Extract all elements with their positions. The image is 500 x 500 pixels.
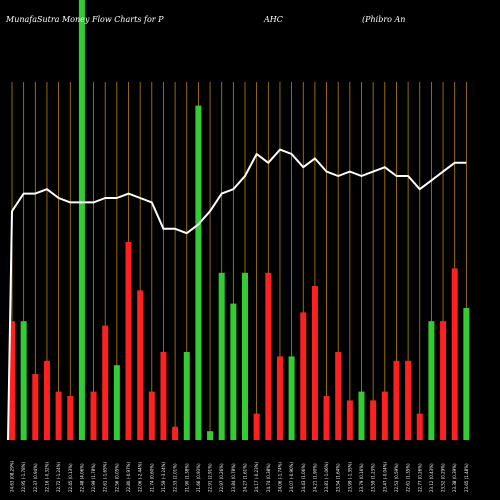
bar-28 [323, 396, 330, 440]
x-tick-label: 24.07 (-0.90%) [289, 462, 294, 492]
x-tick-label: 22.95 (-1.78%) [21, 462, 26, 492]
bar-23 [265, 272, 272, 440]
x-tick-label: 22.97 (0.26%) [219, 463, 224, 492]
x-tick-label: 22.37 (0.94%) [33, 463, 38, 492]
x-tick-label: 23.52 (0.29%) [441, 463, 446, 492]
bar-15 [172, 426, 179, 440]
bar-39 [451, 268, 458, 440]
x-tick-label: 22.45 (0.13%) [68, 463, 73, 492]
bar-40 [463, 308, 470, 440]
x-tick-label: 23.59 (1.23%) [371, 463, 376, 492]
x-tick-label: 23.38 (0.39%) [452, 463, 457, 492]
bar-7 [78, 0, 85, 440]
x-tick-label: 24.06 (-1.74%) [277, 462, 282, 492]
bar-19 [218, 272, 225, 440]
bar-12 [137, 290, 144, 440]
x-tick-label: 24.74 (0.38%) [266, 463, 271, 492]
bar-9 [102, 325, 109, 440]
x-tick-label: 22.53 (0.59%) [394, 463, 399, 492]
x-tick-label: 24.63 (08.29%) [10, 460, 15, 492]
bar-35 [405, 360, 412, 440]
bar-37 [428, 321, 435, 440]
bar-10 [113, 365, 120, 440]
chart-title-part-2: AHC [263, 15, 283, 24]
x-tick-label: 22.33 (2.01%) [173, 463, 178, 492]
x-tick-label: 22.56 (0.05%) [114, 463, 119, 492]
bar-14 [160, 352, 167, 440]
bar-21 [242, 272, 248, 440]
x-tick-label: 23.12 (0.43%) [429, 463, 434, 492]
bar-6 [67, 396, 74, 440]
x-tick-label: 22.16 (-0.32%) [44, 462, 49, 492]
x-tick-label: 21.59 (-3.24%) [161, 462, 166, 492]
x-axis-labels: 24.63 (08.29%) 22.95 (-1.78%) 22.37 (0.94%… [10, 460, 469, 492]
bar-29 [335, 352, 342, 440]
x-tick-label: 23.54 (1.64%) [336, 463, 341, 492]
x-tick-label: 22.77 (0.26%) [417, 463, 422, 492]
bar-24 [276, 356, 283, 440]
bar-32 [370, 400, 377, 440]
x-tick-label: 22.61 (-1.65%) [103, 462, 108, 492]
x-tick-label: 21.66 (0.93%) [196, 463, 201, 492]
x-tick-label: 23.84 (0.78%) [231, 463, 236, 492]
x-tick-label: 24.27 (1.61%) [243, 463, 248, 492]
bar-3 [32, 374, 39, 440]
bar-8 [90, 391, 97, 440]
x-tick-label: 22.99 (1.78%) [91, 463, 96, 492]
x-tick-label: 23.81 (-1.06%) [324, 462, 329, 492]
bar-38 [440, 321, 447, 440]
x-tick-label: 22.72 (-1.24%) [56, 462, 61, 492]
bar-5 [55, 391, 62, 440]
bar-30 [346, 400, 353, 440]
bar-27 [311, 286, 318, 440]
bar-31 [358, 391, 365, 440]
x-tick-label: 21.90 (1.38%) [184, 463, 189, 492]
x-tick-label: 22.48 (4.06%) [79, 463, 84, 492]
bar-33 [381, 391, 388, 440]
bar-16 [183, 352, 190, 440]
bar-2 [20, 321, 27, 440]
x-tick-label: 24.17 (-0.23%) [254, 462, 259, 492]
x-tick-label: 23.79 (0.16%) [359, 463, 364, 492]
chart-title-part-1: MunafaSutra Money Flow Charts for P [5, 15, 164, 24]
bar-34 [393, 360, 400, 440]
x-tick-label: 22.61 (1.35%) [406, 463, 411, 492]
bar-22 [253, 413, 260, 440]
money-flow-line [7, 148, 467, 441]
bar-36 [416, 413, 423, 440]
bar-13 [148, 391, 155, 440]
x-tick-label: 23.65 (1.48%) [464, 463, 469, 492]
bar-18 [207, 431, 214, 440]
x-tick-label: 22.91 (2.91%) [208, 463, 213, 492]
bar-26 [300, 312, 307, 440]
bar-4 [43, 360, 50, 440]
x-tick-label: 21.74 (0.60%) [149, 463, 154, 492]
bar-1 [9, 321, 15, 440]
bar-11 [125, 242, 132, 440]
bar-series [9, 0, 470, 440]
bar-17 [195, 105, 202, 440]
chart-title: MunafaSutra Money Flow Charts for P AHC … [5, 15, 405, 24]
bar-25 [288, 356, 295, 440]
chart-title-part-3: (Phibro An [362, 15, 405, 24]
x-tick-label: 22.80 (-0.97%) [126, 462, 131, 492]
x-tick-label: 23.47 (-0.04%) [382, 462, 387, 492]
x-tick-label: 23.99 (-1.35%) [347, 462, 352, 492]
x-tick-label: 22.06 (-2.44%) [138, 462, 143, 492]
bar-20 [230, 303, 237, 440]
x-tick-label: 24.21 (1.90%) [312, 463, 317, 492]
x-tick-label: 24.43 (1.06%) [301, 463, 306, 492]
